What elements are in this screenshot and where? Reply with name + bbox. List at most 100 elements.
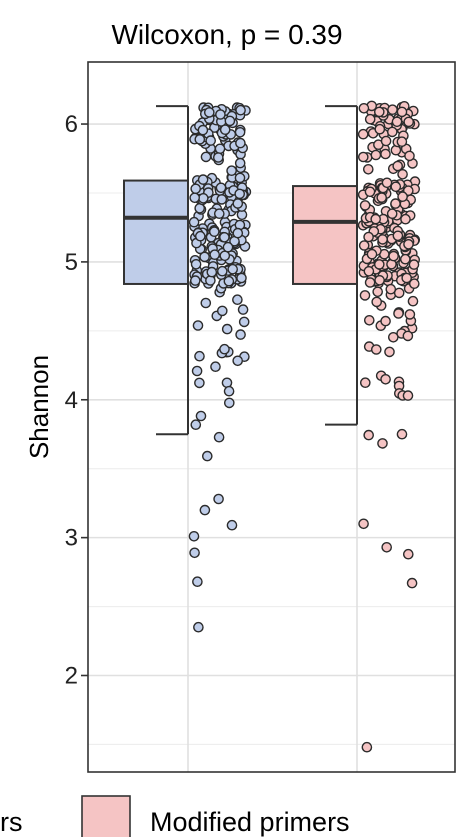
- data-point: [377, 234, 388, 245]
- data-point: [392, 230, 404, 242]
- data-point: [194, 134, 206, 145]
- data-point: [226, 165, 237, 176]
- data-point: [188, 216, 200, 228]
- data-point: [232, 198, 244, 209]
- data-point: [358, 518, 369, 530]
- y-tick-label: 4: [65, 387, 78, 414]
- data-point: [362, 163, 374, 175]
- data-point: [376, 192, 388, 203]
- data-point: [215, 182, 227, 194]
- data-point: [403, 238, 414, 250]
- data-point: [216, 305, 228, 317]
- data-point: [216, 194, 228, 205]
- data-point: [363, 314, 375, 326]
- y-tick-label: 5: [65, 249, 78, 276]
- data-point: [235, 329, 246, 340]
- data-point: [363, 429, 375, 441]
- data-point: [370, 344, 382, 355]
- data-point: [206, 266, 218, 278]
- data-point: [219, 343, 230, 355]
- data-points: [188, 100, 421, 753]
- data-point: [403, 116, 415, 128]
- data-point: [357, 151, 369, 163]
- box: [123, 179, 189, 285]
- box: [292, 185, 358, 285]
- data-point: [205, 275, 216, 286]
- data-point: [201, 450, 213, 462]
- data-point: [363, 231, 374, 243]
- data-point: [223, 397, 235, 409]
- data-point: [359, 377, 371, 389]
- data-point: [189, 275, 201, 286]
- data-point: [380, 315, 391, 327]
- data-point: [402, 548, 414, 560]
- data-point: [390, 181, 402, 193]
- data-point: [215, 109, 226, 120]
- data-point: [358, 240, 370, 251]
- y-axis-label: Shannon: [24, 355, 54, 459]
- data-point: [210, 361, 221, 373]
- data-point: [197, 124, 209, 136]
- data-point: [366, 248, 378, 260]
- data-point: [236, 272, 247, 284]
- data-point: [400, 213, 411, 225]
- data-point: [404, 150, 415, 162]
- data-point: [237, 304, 249, 315]
- data-point: [391, 116, 403, 128]
- data-point: [357, 128, 369, 140]
- data-point: [200, 297, 212, 309]
- data-point: [402, 390, 414, 401]
- plot-panel: [87, 61, 456, 773]
- data-point: [364, 186, 376, 198]
- y-tick-label: 3: [65, 525, 78, 552]
- data-point: [364, 113, 376, 125]
- data-point: [188, 531, 200, 542]
- data-point: [372, 286, 384, 298]
- data-point: [199, 251, 210, 263]
- data-point: [189, 192, 200, 204]
- data-point: [374, 123, 386, 135]
- data-point: [235, 137, 246, 149]
- data-point: [359, 290, 371, 301]
- boxplot-1: [123, 105, 189, 436]
- data-point: [373, 106, 385, 118]
- data-point: [235, 104, 246, 116]
- data-point: [200, 151, 212, 163]
- data-point: [212, 152, 224, 163]
- data-point: [399, 253, 411, 265]
- data-point: [213, 493, 224, 505]
- legend-label-1: rs: [0, 807, 23, 837]
- legend-label-2: Modified primers: [150, 807, 350, 837]
- data-point: [386, 208, 398, 219]
- data-point: [209, 249, 220, 260]
- data-point: [194, 350, 205, 362]
- data-point: [234, 188, 245, 200]
- data-point: [406, 577, 418, 589]
- data-point: [385, 283, 397, 295]
- data-point: [197, 192, 209, 204]
- data-point: [380, 135, 392, 147]
- data-point: [232, 355, 243, 367]
- data-point: [390, 198, 401, 209]
- data-point: [199, 504, 211, 516]
- data-point: [380, 373, 391, 385]
- data-point: [205, 135, 216, 146]
- data-point: [222, 241, 234, 253]
- data-point: [191, 365, 203, 377]
- data-point: [194, 377, 205, 389]
- y-tick-label: 2: [65, 662, 78, 689]
- data-point: [374, 274, 385, 286]
- data-point: [408, 259, 420, 270]
- data-point: [363, 265, 375, 277]
- data-point: [388, 250, 399, 262]
- data-point: [377, 438, 388, 449]
- data-point: [373, 259, 385, 270]
- data-point: [408, 278, 420, 290]
- chart-title: Wilcoxon, p = 0.39: [111, 19, 342, 50]
- data-point: [384, 346, 395, 358]
- data-point: [361, 741, 373, 753]
- data-point: [370, 149, 382, 161]
- data-point: [203, 107, 215, 118]
- data-point: [381, 177, 393, 189]
